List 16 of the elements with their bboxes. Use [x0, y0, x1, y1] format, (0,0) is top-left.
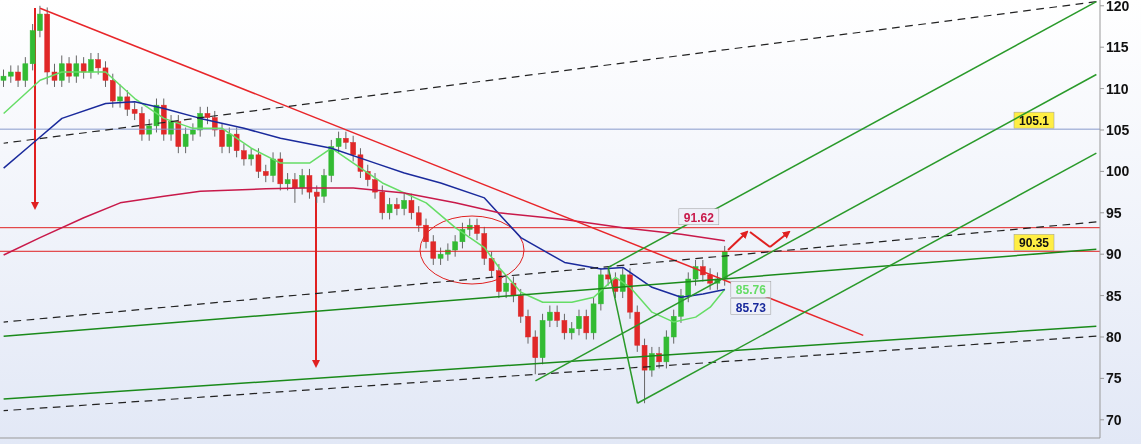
y-tick-label: 105 [1106, 121, 1130, 138]
y-tick-label: 100 [1106, 163, 1130, 180]
data-label: 85.73 [735, 300, 767, 315]
data-label: 91.62 [683, 210, 715, 225]
y-tick-label: 90 [1106, 246, 1122, 263]
y-tick-label: 95 [1106, 204, 1122, 221]
y-tick-label: 115 [1106, 39, 1129, 56]
y-tick-label: 110 [1106, 80, 1129, 97]
y-tick-label: 70 [1106, 411, 1122, 428]
data-label: 85.76 [735, 283, 767, 298]
y-tick-label: 80 [1106, 328, 1122, 345]
y-tick-label: 75 [1106, 370, 1122, 387]
y-tick-label: 120 [1106, 0, 1130, 14]
ref-line-label: 90.35 [1018, 236, 1050, 251]
ref-line-label: 105.1 [1018, 114, 1050, 129]
y-tick-label: 85 [1106, 287, 1122, 304]
